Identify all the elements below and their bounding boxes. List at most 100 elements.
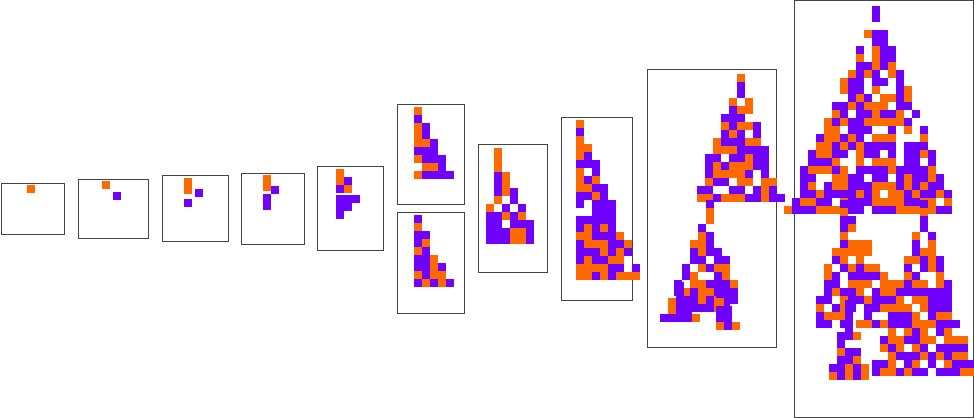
cell [414,131,422,139]
cell [936,304,944,312]
cell [422,147,430,155]
cell [944,296,952,304]
cell [888,336,896,344]
cell [928,158,936,166]
cell [888,368,896,376]
cell [888,62,896,70]
cell [880,272,888,280]
cell [422,255,430,263]
cell [729,154,737,162]
cell [912,182,920,190]
cell [840,118,848,126]
cell [845,332,853,340]
cell [920,256,928,264]
cell [960,352,968,360]
cell [944,336,952,344]
cell [872,206,880,214]
cell [853,348,861,356]
cell [872,158,880,166]
cell [422,131,430,139]
stage-frame [561,117,633,301]
cell [912,336,920,344]
cell [769,178,777,186]
cell [676,314,684,322]
cell [920,142,928,150]
cell [864,142,872,150]
cell [697,186,705,194]
cell [856,166,864,174]
cell [336,185,344,193]
cell [761,178,769,186]
cell [824,190,832,198]
cell [721,162,729,170]
cell [682,264,690,272]
cell [344,177,352,185]
cell [896,166,904,174]
cell [872,304,880,312]
cell [872,38,880,46]
cell [832,280,840,288]
cell [414,263,422,271]
cell [753,130,761,138]
cell [705,178,713,186]
cell [510,220,518,228]
cell [928,240,936,248]
cell [494,148,502,156]
cell [430,147,438,155]
cell [920,344,928,352]
cell [690,296,698,304]
cell [824,142,832,150]
cell [880,198,888,206]
cell [729,130,737,138]
stage-frame [241,173,305,245]
cell [904,150,912,158]
cell [344,185,352,193]
cell [592,240,600,248]
cell [737,90,745,98]
cell [824,320,832,328]
cell [912,206,920,214]
cell [856,158,864,166]
cell [690,304,698,312]
cell [896,86,904,94]
cell [864,150,872,158]
cell [816,134,824,142]
cell [888,182,896,190]
stage-frame [478,144,548,273]
cell [745,170,753,178]
cell [737,114,745,122]
cell [721,138,729,146]
cell [912,328,920,336]
cell [944,280,952,288]
cell [430,155,438,163]
cell [861,372,869,380]
cell [600,192,608,200]
cell [714,256,722,264]
cell [668,306,676,314]
cell [856,174,864,182]
cell [864,304,872,312]
cell [800,166,808,174]
cell [808,150,816,158]
cell [872,110,880,118]
stage-frame [78,179,149,239]
cell [510,212,518,220]
cell [438,271,446,279]
cell [840,264,848,272]
cell [824,134,832,142]
stage-frame [647,69,777,348]
cell [721,146,729,154]
cell [848,134,856,142]
cell [592,216,600,224]
cell [592,264,600,272]
cell [271,186,279,194]
cell [920,174,928,182]
cell [698,304,706,312]
cell [745,154,753,162]
cell [576,224,584,232]
cell [936,272,944,280]
cell [872,296,880,304]
cell [576,192,584,200]
cell [336,211,344,219]
cell [944,352,952,360]
